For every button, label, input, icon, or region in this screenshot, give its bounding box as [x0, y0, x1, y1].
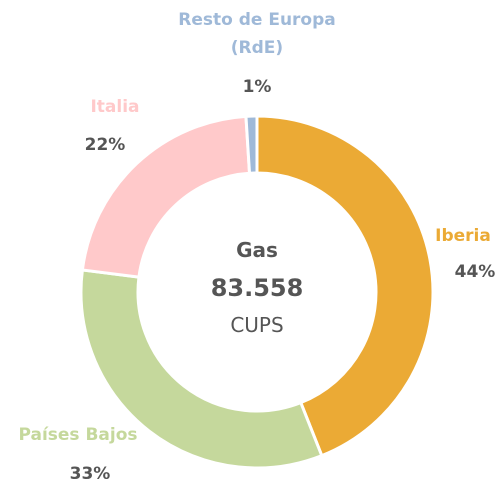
- value-label: 22%: [84, 135, 126, 155]
- center-title: Gas: [236, 238, 278, 262]
- center-unit: CUPS: [230, 313, 284, 337]
- center-total: 83.558: [210, 274, 304, 302]
- value-label: 44%: [454, 262, 496, 282]
- slice-label: Iberia: [435, 226, 491, 246]
- slice-label: Países Bajos: [18, 425, 138, 445]
- slice: [255, 114, 435, 458]
- slice-label: Resto de Europa (RdE): [178, 10, 336, 58]
- value-label: 1%: [242, 77, 272, 97]
- slice: [79, 268, 324, 470]
- slice: [244, 114, 259, 175]
- value-label: 33%: [69, 464, 111, 484]
- slice-label: Italia: [90, 97, 140, 117]
